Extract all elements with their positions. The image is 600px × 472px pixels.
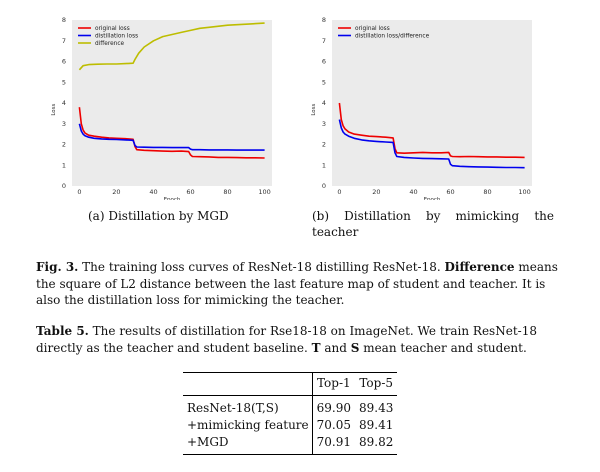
table-row: ResNet-18(T,S) 69.90 89.43 <box>183 395 397 417</box>
series-line <box>338 102 525 159</box>
legend-label: distillation loss <box>95 34 138 40</box>
y-tick-label: 0 <box>322 182 326 190</box>
y-tick-label: 7 <box>62 37 66 45</box>
cell-method: +mimicking feature <box>187 418 309 432</box>
y-tick-label: 4 <box>322 99 326 107</box>
cell-top5: 89.43 <box>359 401 394 415</box>
table-caption: Table 5. The results of distillation for… <box>36 323 566 356</box>
figure-caption-text: The training loss curves of ResNet-18 di… <box>78 260 445 274</box>
y-tick-label: 8 <box>62 16 66 24</box>
table-caption-text: mean teacher and student. <box>359 340 527 355</box>
y-tick-label: 0 <box>62 182 66 190</box>
y-tick-label: 1 <box>62 161 66 169</box>
y-tick-label: 2 <box>322 141 326 149</box>
subcaption-b-word: mimicking <box>455 209 520 223</box>
table-row: +MGD 70.91 89.82 <box>183 434 397 455</box>
y-tick-label: 3 <box>322 120 326 128</box>
plot-area <box>332 20 532 186</box>
series-line <box>78 22 265 71</box>
table-caption-text: The results of distillation for Rse18-18… <box>36 324 537 355</box>
y-tick-label: 4 <box>62 99 66 107</box>
header-top5: Top-5 <box>355 372 398 396</box>
x-tick-label: 40 <box>149 188 157 196</box>
y-axis-label: Loss <box>311 103 317 115</box>
x-tick-label: 100 <box>518 188 530 196</box>
x-axis-label: Epoch <box>164 197 181 200</box>
y-tick-label: 8 <box>322 16 326 24</box>
legend-label: original loss <box>355 26 390 32</box>
cell-top5: 89.82 <box>359 435 394 449</box>
table-caption-label: Table 5. <box>36 324 89 338</box>
cell-top1: 70.91 <box>311 434 355 455</box>
subcaption-b-word: by <box>425 209 441 223</box>
legend-label: original loss <box>95 26 130 32</box>
y-axis-label: Loss <box>51 103 57 115</box>
subcaption-b: (b) Distillation by mimicking the teache… <box>312 208 554 240</box>
subcaption-b-word: (b) <box>312 209 330 223</box>
cell-top1: 70.05 <box>311 417 355 434</box>
subcaption-b-word: Distillation <box>344 209 411 223</box>
x-tick-label: 80 <box>223 188 231 196</box>
series-line <box>78 123 265 151</box>
cell-top1: 69.90 <box>311 395 355 417</box>
x-axis-label: Epoch <box>424 197 441 200</box>
chart-a: 0 1 2 3 4 5 6 7 8 0 20 40 60 80 100 Epoch Loss original l… <box>40 12 280 204</box>
y-tick-label: 7 <box>322 37 326 45</box>
results-table: Top-1 Top-5 ResNet-18(T,S) 69.90 89.43 +… <box>183 372 398 455</box>
figure-caption: Fig. 3. The training loss curves of ResN… <box>36 259 566 309</box>
subcaption-a: (a) Distillation by MGD <box>88 209 229 223</box>
series-line <box>78 107 265 159</box>
x-tick-label: 60 <box>186 188 194 196</box>
x-tick-label: 40 <box>409 188 417 196</box>
y-tick-label: 1 <box>322 161 326 169</box>
y-tick-label: 6 <box>322 58 326 66</box>
figure-caption-text: means the square of L2 distance between … <box>36 260 558 307</box>
y-tick-label: 5 <box>322 78 326 86</box>
cell-method: +MGD <box>187 435 229 449</box>
y-tick-label: 2 <box>62 141 66 149</box>
table-header-row: Top-1 Top-5 <box>183 372 398 396</box>
x-tick-label: 20 <box>372 188 380 196</box>
header-top1: Top-1 <box>311 372 355 396</box>
table-caption-text: and <box>320 340 351 355</box>
y-tick-label: 6 <box>62 58 66 66</box>
subcaption-b-line2: teacher <box>312 225 359 239</box>
y-tick-label: 5 <box>62 78 66 86</box>
subcaption-b-word: the <box>534 209 554 223</box>
header-method <box>183 372 313 396</box>
series-line <box>338 119 525 169</box>
table-row: +mimicking feature 70.05 89.41 <box>183 417 397 434</box>
x-tick-label: 100 <box>258 188 270 196</box>
x-tick-label: 0 <box>337 188 341 196</box>
x-tick-label: 20 <box>112 188 120 196</box>
x-tick-label: 60 <box>446 188 454 196</box>
figure-caption-bold-term: Difference <box>444 260 515 274</box>
table-caption-bold-s: S <box>350 340 360 355</box>
cell-method: ResNet-18(T,S) <box>187 401 279 415</box>
legend-label: difference <box>95 41 125 47</box>
figure-caption-label: Fig. 3. <box>36 260 79 274</box>
y-tick-label: 3 <box>62 120 66 128</box>
chart-b: 0 1 2 3 4 5 6 7 8 0 20 40 60 80 100 Epoch Loss original l… <box>300 12 540 204</box>
legend-label: distillation loss/difference <box>355 34 430 40</box>
x-tick-label: 80 <box>483 188 491 196</box>
cell-top5: 89.41 <box>359 418 394 432</box>
x-tick-label: 0 <box>77 188 81 196</box>
table-caption-bold-t: T <box>311 340 321 355</box>
